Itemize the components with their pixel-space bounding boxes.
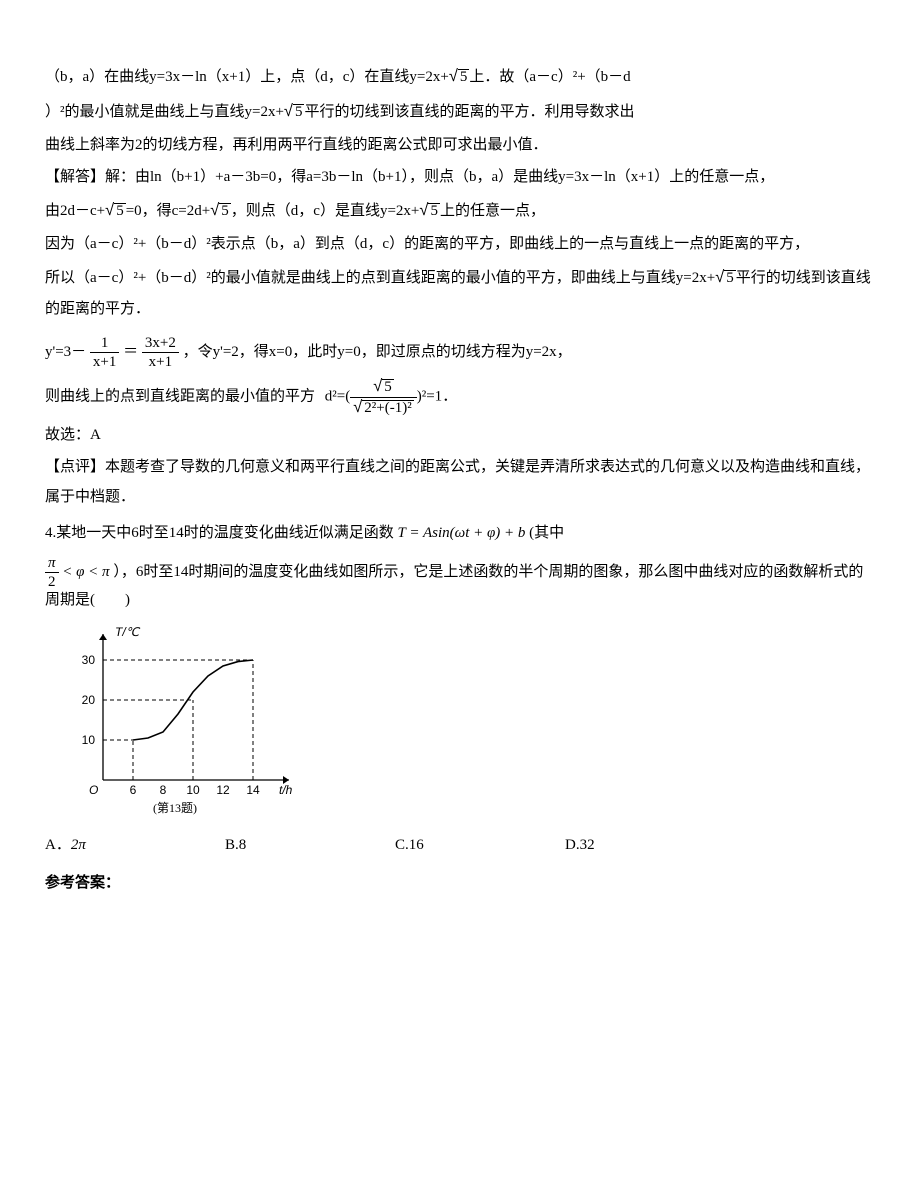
comment-line: 【点评】本题考查了导数的几何意义和两平行直线之间的距离公式，关键是弄清所求表达式…	[45, 452, 875, 512]
sqrt5-3: √5	[105, 194, 126, 227]
sqrt5-2: √5	[284, 95, 305, 128]
svg-text:30: 30	[82, 653, 96, 667]
sqrt5-6: √5	[715, 261, 736, 294]
text: 上．故（a－c）²+（b－d	[469, 69, 630, 85]
text: 上的任意一点，	[440, 203, 545, 219]
text: ）²的最小值就是曲线上与直线y=2x+	[45, 104, 284, 120]
q4-phi-range: π 2	[45, 554, 59, 591]
q4-formula: T = Asin(ωt + φ) + b	[398, 525, 526, 541]
sqrt5-4: √5	[210, 194, 231, 227]
frac-3xplus2-over-xplus1: 3x+2 x+1	[142, 334, 179, 371]
derivative-line: y'=3－ 1 x+1 ＝ 3x+2 x+1 ，令y'=2，得x=0，此时y=0…	[45, 334, 875, 371]
text: ，则点（d，c）是直线y=2x+	[231, 203, 420, 219]
option-c: C.16	[395, 830, 565, 860]
text: =0，得c=2d+	[126, 203, 211, 219]
text: 由2d－c+	[45, 203, 105, 219]
q4-stem-line1: 4.某地一天中6时至14时的温度变化曲线近似满足函数 T = Asin(ωt +…	[45, 518, 875, 548]
q4-range-tail: < φ < π	[62, 564, 109, 580]
svg-text:6: 6	[130, 783, 137, 797]
svg-text:12: 12	[216, 783, 230, 797]
d2-formula: d²=( √5 √2²+(-1)² )²=1	[325, 377, 442, 418]
text: 所以（a－c）²+（b－d）²的最小值就是曲线上的点到直线距离的最小值的平方，即…	[45, 270, 715, 286]
text: ），6时至14时期间的温度变化曲线如图所示，它是上述函数的半个周期的图象，那么图…	[45, 564, 863, 608]
d2-line: 则曲线上的点到直线距离的最小值的平方 d²=( √5 √2²+(-1)² )²=…	[45, 377, 875, 418]
answer-line: 故选：A	[45, 420, 875, 450]
text: 4.某地一天中6时至14时的温度变化曲线近似满足函数	[45, 525, 394, 541]
solve-line-4: 所以（a－c）²+（b－d）²的最小值就是曲线上的点到直线距离的最小值的平方，即…	[45, 261, 875, 324]
sqrt5-5: √5	[419, 194, 440, 227]
text: 平行的切线到该直线的距离的平方．利用导数求出	[304, 104, 634, 120]
text: 则曲线上的点到直线距离的最小值的平方	[45, 389, 315, 405]
svg-text:10: 10	[186, 783, 200, 797]
reference-answer-label: 参考答案：	[45, 868, 875, 898]
sqrt5-1: √5	[449, 60, 470, 93]
analysis-line-1: （b，a）在曲线y=3x－ln（x+1）上，点（d，c）在直线y=2x+√5上．…	[45, 60, 875, 93]
svg-text:t/h: t/h	[279, 783, 293, 797]
temperature-chart: 10 20 30 6 8 10 12 14 T/℃ t/h O (第13题)	[65, 620, 300, 820]
analysis-line-2: ）²的最小值就是曲线上与直线y=2x+√5平行的切线到该直线的距离的平方．利用导…	[45, 95, 875, 128]
text: ，令y'=2，得x=0，此时y=0，即过原点的切线方程为y=2x，	[183, 344, 572, 360]
svg-text:10: 10	[82, 733, 96, 747]
svg-text:8: 8	[160, 783, 167, 797]
option-d: D.32	[565, 830, 735, 860]
svg-text:O: O	[89, 783, 98, 797]
text: y'=3－	[45, 344, 86, 360]
q4-options: A．2π B.8 C.16 D.32	[45, 830, 875, 860]
svg-text:(第13题): (第13题)	[153, 801, 197, 815]
option-a: A．2π	[45, 830, 225, 860]
analysis-line-3: 曲线上斜率为2的切线方程，再利用两平行直线的距离公式即可求出最小值．	[45, 130, 875, 160]
text: ．	[442, 389, 457, 405]
text: ＝	[123, 344, 138, 360]
solve-line-2: 由2d－c+√5=0，得c=2d+√5，则点（d，c）是直线y=2x+√5上的任…	[45, 194, 875, 227]
svg-text:14: 14	[246, 783, 260, 797]
solve-line-3: 因为（a－c）²+（b－d）²表示点（b，a）到点（d，c）的距离的平方，即曲线…	[45, 229, 875, 259]
svg-text:20: 20	[82, 693, 96, 707]
q4-stem-line2: π 2 < φ < π ），6时至14时期间的温度变化曲线如图所示，它是上述函数…	[45, 554, 875, 611]
text: (其中	[529, 525, 564, 541]
option-b: B.8	[225, 830, 395, 860]
svg-text:T/℃: T/℃	[115, 625, 141, 639]
solve-line-1: 【解答】解：由ln（b+1）+a－3b=0，得a=3b－ln（b+1），则点（b…	[45, 162, 875, 192]
frac-1-over-xplus1: 1 x+1	[90, 334, 119, 371]
text: （b，a）在曲线y=3x－ln（x+1）上，点（d，c）在直线y=2x+	[45, 69, 449, 85]
